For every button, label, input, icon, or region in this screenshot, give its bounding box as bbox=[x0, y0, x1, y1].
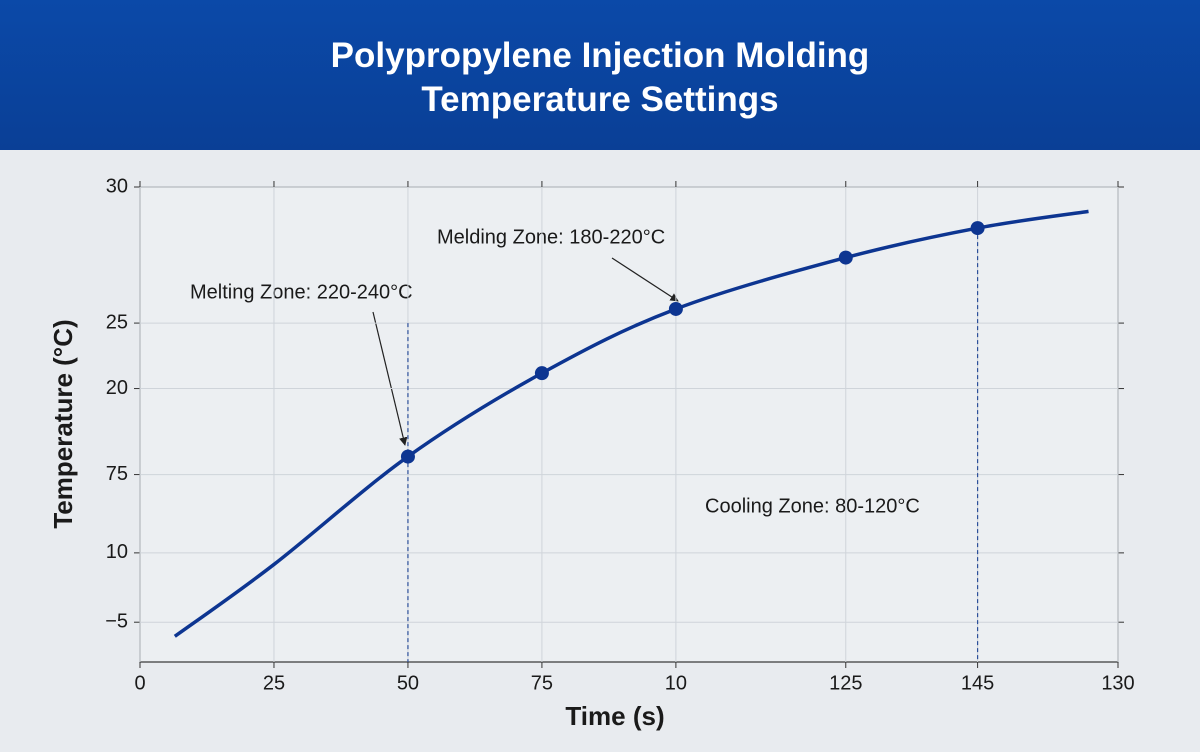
marker bbox=[668, 301, 683, 316]
header bbox=[0, 0, 1200, 150]
x-tick-label: 130 bbox=[1101, 672, 1134, 694]
y-tick-label: 30 bbox=[106, 175, 128, 197]
x-tick-label: 75 bbox=[531, 672, 553, 694]
annotation-arrow bbox=[372, 311, 408, 446]
plot-area bbox=[139, 186, 1119, 663]
x-tick-label: 125 bbox=[829, 672, 862, 694]
y-tick-label: 10 bbox=[106, 541, 128, 563]
y-tick-label: 25 bbox=[106, 311, 128, 333]
x-tick-label: 10 bbox=[665, 672, 687, 694]
chart-title: Polypropylene Injection Molding Temperat… bbox=[330, 36, 870, 119]
x-tick-label: 145 bbox=[961, 672, 994, 694]
y-tick-label: 75 bbox=[106, 463, 128, 485]
annotation: Melding Zone: 180-220°C bbox=[437, 226, 665, 248]
marker bbox=[400, 449, 415, 464]
annotation: Melting Zone: 220-240°C bbox=[190, 281, 413, 303]
marker bbox=[534, 366, 549, 381]
x-axis-label: Time (s) bbox=[565, 701, 664, 731]
annotation-arrow bbox=[611, 257, 679, 302]
x-tick-label: 0 bbox=[134, 672, 145, 694]
marker bbox=[838, 250, 853, 265]
y-tick-label: 20 bbox=[106, 377, 128, 399]
y-axis-label: Temperature (°C) bbox=[48, 319, 78, 528]
line bbox=[173, 209, 1089, 638]
marker bbox=[970, 221, 985, 236]
x-tick-label: 50 bbox=[397, 672, 419, 694]
x-tick-label: 25 bbox=[263, 672, 285, 694]
y-tick-label: −5 bbox=[105, 610, 128, 632]
annotation: Cooling Zone: 80-120°C bbox=[705, 495, 920, 517]
